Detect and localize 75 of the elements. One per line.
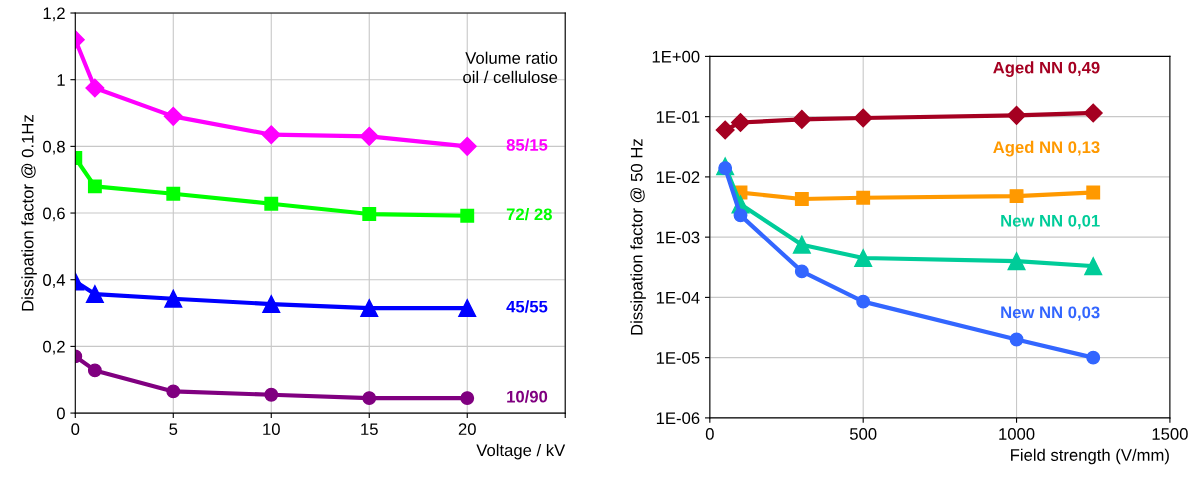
point — [85, 78, 105, 98]
point — [164, 289, 183, 308]
point — [715, 120, 735, 140]
y-tick-label: 0,8 — [43, 140, 65, 155]
point — [792, 235, 811, 254]
x-tick-label: 0 — [705, 428, 714, 440]
point — [359, 126, 379, 146]
point — [733, 208, 748, 223]
series-label: Aged NN 0,13 — [993, 140, 1100, 157]
point — [166, 186, 181, 201]
x-tick-label: 5 — [169, 423, 178, 436]
point — [163, 106, 183, 126]
point — [362, 391, 377, 406]
y-axis-title: Dissipation factor @ 0.1Hz — [21, 115, 37, 311]
point — [1084, 257, 1103, 276]
point — [856, 190, 871, 205]
series-label: 85/15 — [506, 138, 548, 152]
annotation: Volume ratio oil / cellulose — [463, 51, 558, 84]
y-tick-label: 1,2 — [43, 7, 65, 22]
y-tick-label: 0,2 — [43, 340, 65, 355]
point — [794, 192, 809, 206]
point — [264, 387, 279, 402]
point — [87, 179, 102, 194]
x-tick-label: 20 — [458, 423, 476, 436]
point — [854, 249, 873, 268]
point — [856, 294, 871, 309]
point — [1007, 252, 1026, 271]
y-tick-label: 1E-04 — [656, 291, 700, 304]
point — [264, 196, 279, 211]
point — [360, 299, 379, 318]
y-tick-label: 1E-02 — [656, 171, 700, 184]
point — [262, 295, 281, 314]
point — [460, 391, 475, 406]
point — [730, 112, 751, 133]
series-label: New NN 0,03 — [1001, 306, 1100, 321]
x-axis-title: Voltage / kV — [476, 443, 566, 460]
point — [460, 208, 475, 223]
point — [1007, 105, 1027, 125]
text: 72/ 28 — [506, 207, 552, 221]
y-tick-label: 0,6 — [43, 207, 65, 222]
point — [362, 207, 377, 221]
point — [794, 264, 809, 279]
point — [166, 384, 181, 399]
y-tick-label: 1E-06 — [656, 412, 700, 425]
x-tick-label: 1500 — [1152, 428, 1188, 440]
point — [457, 136, 477, 156]
x-tick-label: 15 — [361, 423, 378, 436]
text: 10/90 — [507, 390, 548, 403]
y-tick-label: 0,4 — [43, 274, 66, 288]
x-tick-label: 10 — [263, 423, 280, 436]
y-tick-label: 1E-05 — [656, 352, 700, 364]
y-tick-label: 1E-03 — [656, 231, 700, 244]
y-tick-label: 0 — [56, 407, 65, 420]
point — [853, 108, 873, 128]
point — [85, 285, 104, 304]
point — [1009, 189, 1024, 204]
point — [458, 299, 477, 318]
point — [1086, 185, 1101, 200]
x-tick-label: 0 — [71, 423, 80, 436]
point — [87, 363, 102, 378]
point — [1009, 332, 1024, 347]
series-label: New NN 0,01 — [1001, 214, 1100, 230]
y-axis-title: Dissipation factor @ 50 Hz — [630, 139, 646, 335]
x-tick-label: 1000 — [999, 428, 1035, 440]
series-label: 45/55 — [506, 300, 548, 313]
point — [1086, 350, 1101, 365]
x-axis-title: Field strength (V/mm) — [1011, 448, 1169, 465]
x-tick-label: 500 — [849, 428, 877, 440]
series-label: Aged NN 0,49 — [993, 61, 1100, 77]
point — [792, 109, 812, 129]
y-tick-label: 1E-01 — [656, 111, 700, 123]
y-tick-label: 1E+00 — [652, 50, 700, 63]
point — [1083, 103, 1103, 123]
y-tick-label: 1 — [57, 74, 65, 86]
point — [261, 125, 281, 145]
